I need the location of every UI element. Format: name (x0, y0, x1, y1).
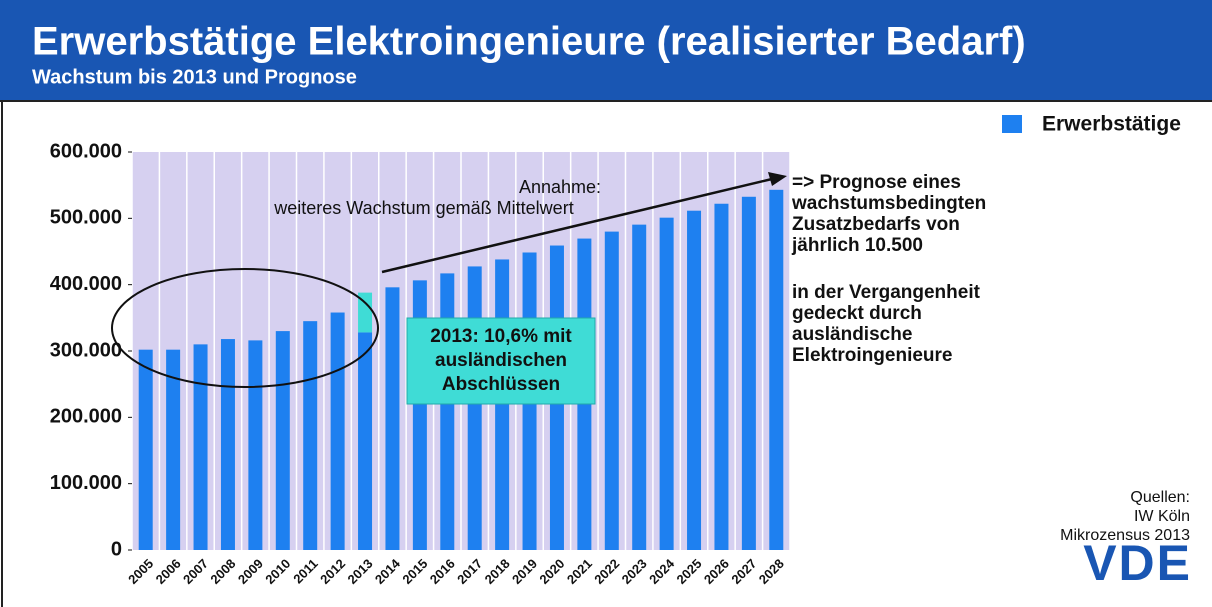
header-band (0, 0, 1212, 101)
bar (495, 259, 510, 550)
bar (632, 224, 647, 550)
chart-title: Erwerbstätige Elektroingenieure (realisi… (32, 20, 1026, 64)
assumption-text: Annahme: (519, 177, 601, 197)
x-tick-label: 2025 (674, 556, 705, 587)
callout-text: 2013: 10,6% mit (430, 326, 572, 347)
y-tick-label: 600.000 (50, 140, 122, 162)
bar (769, 189, 784, 550)
bar (714, 203, 729, 551)
bar (659, 217, 674, 551)
x-tick-label: 2007 (180, 556, 211, 587)
y-tick-label: 100.000 (50, 472, 122, 494)
x-tick-label: 2014 (372, 555, 404, 587)
y-tick-label: 0 (111, 538, 122, 560)
source-text: Mikrozensus 2013 (1060, 527, 1190, 544)
bar (467, 266, 482, 550)
forecast-text: Zusatzbedarfs von (792, 214, 960, 235)
x-tick-label: 2017 (454, 556, 485, 587)
bar (193, 344, 208, 550)
x-tick-label: 2011 (290, 556, 321, 587)
bar (741, 196, 756, 550)
x-tick-label: 2026 (701, 556, 732, 587)
y-tick-label: 200.000 (50, 406, 122, 428)
x-tick-label: 2024 (646, 555, 678, 587)
past-text: Elektroingenieure (792, 345, 953, 366)
trend-arrow (381, 177, 773, 274)
x-tick-label: 2027 (728, 556, 759, 587)
bar (303, 321, 318, 550)
callout-text: ausländischen (435, 350, 567, 371)
vde-logo: VDE (1083, 535, 1192, 591)
arrow-head (768, 172, 787, 186)
highlight-ellipse (111, 268, 379, 388)
bar (166, 349, 181, 550)
assumption-text: weiteres Wachstum gemäß Mittelwert (273, 198, 573, 218)
source-text: Quellen: (1130, 489, 1190, 506)
x-tick-label: 2028 (756, 556, 787, 587)
x-tick-label: 2012 (317, 556, 348, 587)
x-tick-label: 2020 (536, 556, 567, 587)
chart-subtitle: Wachstum bis 2013 und Prognose (32, 66, 357, 88)
bar (220, 339, 235, 550)
bar (687, 210, 702, 550)
forecast-text: jährlich 10.500 (791, 235, 923, 256)
bar (358, 332, 373, 550)
x-tick-label: 2015 (399, 556, 430, 587)
bar (138, 349, 153, 550)
callout-text: Abschlüssen (442, 374, 560, 395)
forecast-text: => Prognose eines (792, 172, 961, 193)
x-tick-label: 2021 (564, 556, 595, 587)
past-text: gedeckt durch (792, 303, 922, 324)
bar (385, 287, 400, 550)
x-tick-label: 2008 (207, 556, 238, 587)
x-tick-label: 2019 (509, 556, 540, 587)
x-tick-label: 2009 (235, 556, 266, 587)
x-tick-label: 2006 (153, 556, 184, 587)
x-tick-label: 2016 (427, 556, 458, 587)
x-tick-label: 2013 (345, 556, 376, 587)
bar (275, 331, 290, 550)
x-tick-label: 2010 (262, 556, 293, 587)
x-tick-label: 2018 (482, 556, 513, 587)
bar (248, 340, 263, 550)
bar (604, 231, 619, 550)
legend-swatch (1002, 115, 1022, 133)
callout-box (406, 317, 596, 405)
past-text: in der Vergangenheit (792, 282, 981, 303)
bar (330, 312, 345, 550)
legend-label: Erwerbstätige (1042, 113, 1181, 136)
bar (440, 273, 455, 550)
forecast-text: wachstumsbedingten (791, 193, 986, 214)
y-tick-label: 400.000 (50, 273, 122, 295)
x-tick-label: 2023 (619, 556, 650, 587)
y-tick-label: 300.000 (50, 339, 122, 361)
bar (358, 292, 373, 333)
past-text: ausländische (792, 324, 912, 345)
x-tick-label: 2005 (125, 556, 156, 587)
y-tick-label: 500.000 (50, 207, 122, 229)
source-text: IW Köln (1134, 508, 1190, 525)
x-tick-label: 2022 (591, 556, 622, 587)
